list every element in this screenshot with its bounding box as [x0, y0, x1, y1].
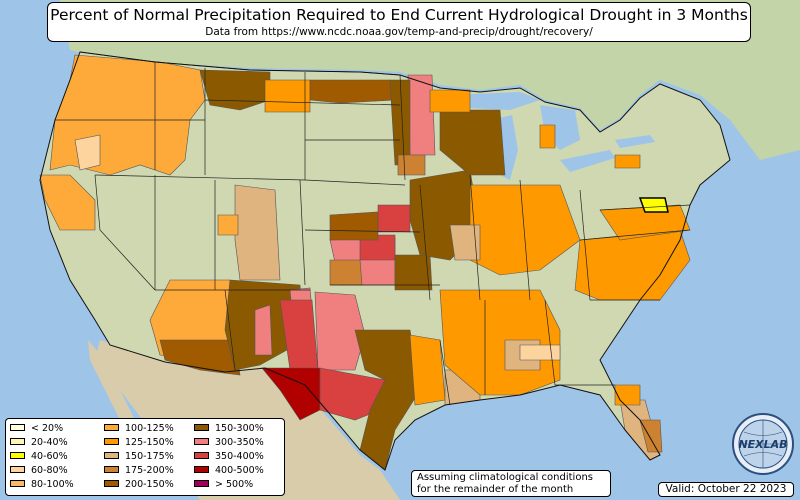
legend-item: > 500% — [194, 479, 253, 490]
lake-erie — [560, 150, 615, 172]
nexlab-logo: NEXLAB — [732, 413, 794, 475]
legend-item: 400-500% — [194, 465, 264, 476]
region-ok-brown2 — [394, 254, 433, 291]
region-mo-tan — [449, 224, 481, 261]
region-montana-orange — [264, 79, 311, 113]
assumption-note: Assuming climatological conditions for t… — [411, 470, 611, 497]
region-nm-pink — [254, 304, 273, 356]
region-ks-brown — [329, 211, 379, 241]
legend-label: 60-80% — [31, 465, 68, 476]
region-fl-brown — [639, 419, 663, 453]
region-md-yellow — [638, 197, 669, 213]
region-la-orange — [409, 334, 446, 406]
region-tx-pink — [314, 291, 366, 371]
legend-label: 100-125% — [125, 423, 174, 434]
map-subtitle: Data from https://www.ncdc.noaa.gov/temp… — [205, 26, 593, 38]
lake-ontario — [615, 135, 655, 148]
legend-item: 80-100% — [10, 479, 74, 490]
legend-swatch — [104, 480, 119, 487]
legend-label: 300-350% — [215, 437, 264, 448]
legend-item: 175-200% — [104, 465, 174, 476]
legend-label: 400-500% — [215, 465, 264, 476]
region-sw-brown — [159, 339, 241, 376]
legend-swatch — [194, 424, 209, 431]
region-ne-orange — [614, 154, 641, 169]
region-mn-orange — [429, 89, 471, 113]
legend-swatch — [194, 438, 209, 445]
state-borders — [55, 51, 691, 406]
legend-label: > 500% — [215, 479, 254, 490]
legend-swatch — [10, 466, 25, 473]
legend: < 20% 20-40% 40-60% 60-80% 80-100% 100-1… — [5, 418, 285, 496]
legend-item: 200-150% — [104, 479, 174, 490]
region-fl-orange — [614, 384, 641, 406]
region-california — [39, 174, 96, 231]
region-wi-brown — [439, 109, 506, 176]
legend-item: 20-40% — [10, 437, 68, 448]
legend-swatch — [10, 452, 25, 459]
region-ia-tan — [397, 154, 426, 176]
region-utah-tan — [234, 184, 281, 281]
lake-superior — [450, 92, 540, 110]
legend-label: 20-40% — [31, 437, 68, 448]
map-title: Percent of Normal Precipitation Required… — [50, 6, 748, 24]
note-line: for the remainder of the month — [417, 484, 574, 495]
note-line: Assuming climatological conditions — [417, 472, 593, 483]
legend-item: 60-80% — [10, 465, 68, 476]
region-oregon-light — [74, 134, 101, 171]
logo-text: NEXLAB — [738, 438, 787, 451]
region-mn-pink — [407, 74, 436, 156]
legend-swatch — [10, 480, 25, 487]
drought-regions — [39, 54, 691, 471]
region-tx-darkred — [261, 367, 321, 421]
region-mi-orange — [539, 124, 556, 149]
legend-label: 125-150% — [125, 437, 174, 448]
region-ne-red — [377, 204, 411, 233]
legend-item: 350-400% — [194, 451, 264, 462]
legend-label: 175-200% — [125, 465, 174, 476]
legend-label: 80-100% — [31, 479, 74, 490]
legend-label: 150-300% — [215, 423, 264, 434]
usa-outline — [39, 51, 731, 471]
region-pacific-nw — [49, 54, 206, 176]
legend-swatch — [104, 424, 119, 431]
legend-item: 150-175% — [104, 451, 174, 462]
legend-item: 125-150% — [104, 437, 174, 448]
legend-label: 200-150% — [125, 479, 174, 490]
legend-swatch — [194, 480, 209, 487]
legend-swatch — [104, 466, 119, 473]
legend-swatch — [10, 424, 25, 431]
valid-date: Valid: October 22 2023 — [658, 482, 794, 497]
region-ok-brown — [329, 259, 363, 286]
legend-label: 40-60% — [31, 451, 68, 462]
legend-label: 350-400% — [215, 451, 264, 462]
legend-swatch — [194, 452, 209, 459]
legend-item: 150-300% — [194, 423, 264, 434]
title-box: Percent of Normal Precipitation Required… — [47, 2, 751, 42]
legend-item: 300-350% — [194, 437, 264, 448]
legend-label: 150-175% — [125, 451, 174, 462]
legend-item: < 20% — [10, 423, 63, 434]
region-co-orange — [217, 214, 239, 236]
region-nd-sd-brown — [309, 79, 396, 104]
legend-swatch — [194, 466, 209, 473]
legend-swatch — [10, 438, 25, 445]
legend-item: 100-125% — [104, 423, 174, 434]
legend-swatch — [104, 438, 119, 445]
legend-item: 40-60% — [10, 451, 68, 462]
legend-label: < 20% — [31, 423, 64, 434]
legend-swatch — [104, 452, 119, 459]
region-al-light — [519, 344, 561, 361]
